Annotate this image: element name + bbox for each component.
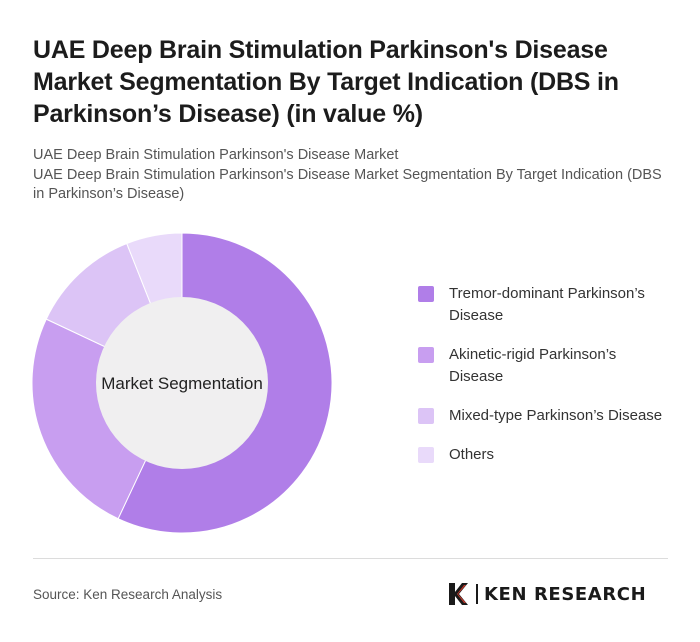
ken-research-logo: KEN RESEARCH [447,582,646,606]
legend-swatch [418,347,434,363]
subtitle-line-2: UAE Deep Brain Stimulation Parkinson's D… [33,166,662,203]
subtitle-line-1: UAE Deep Brain Stimulation Parkinson's D… [33,147,399,163]
donut-center [96,297,268,469]
footer-divider [33,558,668,559]
chart-legend: Tremor-dominant Parkinson’s Disease Akine… [418,283,678,483]
legend-item-3: Mixed-type Parkinson’s Disease [418,405,678,427]
legend-swatch [418,286,434,302]
legend-item-1: Tremor-dominant Parkinson’s Disease [418,283,678,327]
chart-title: UAE Deep Brain Stimulation Parkinson's D… [33,36,619,128]
legend-label: Akinetic-rigid Parkinson’s Disease [449,346,617,385]
legend-item-4: Others [418,444,678,466]
source-note: Source: Ken Research Analysis [33,587,223,602]
ken-logo-icon [449,583,468,605]
logo-text: KEN RESEARCH [484,583,647,605]
legend-label: Tremor-dominant Parkinson’s Disease [449,285,645,324]
legend-label: Mixed-type Parkinson’s Disease [449,407,663,424]
logo-separator [476,584,478,604]
legend-item-2: Akinetic-rigid Parkinson’s Disease [418,344,678,388]
donut-chart: Market Segmentation [31,232,333,534]
legend-swatch [418,408,434,424]
chart-subtitle: UAE Deep Brain Stimulation Parkinson's D… [33,146,673,205]
center-label: Market Segmentation [101,374,263,393]
legend-label: Others [449,446,495,463]
legend-swatch [418,447,434,463]
